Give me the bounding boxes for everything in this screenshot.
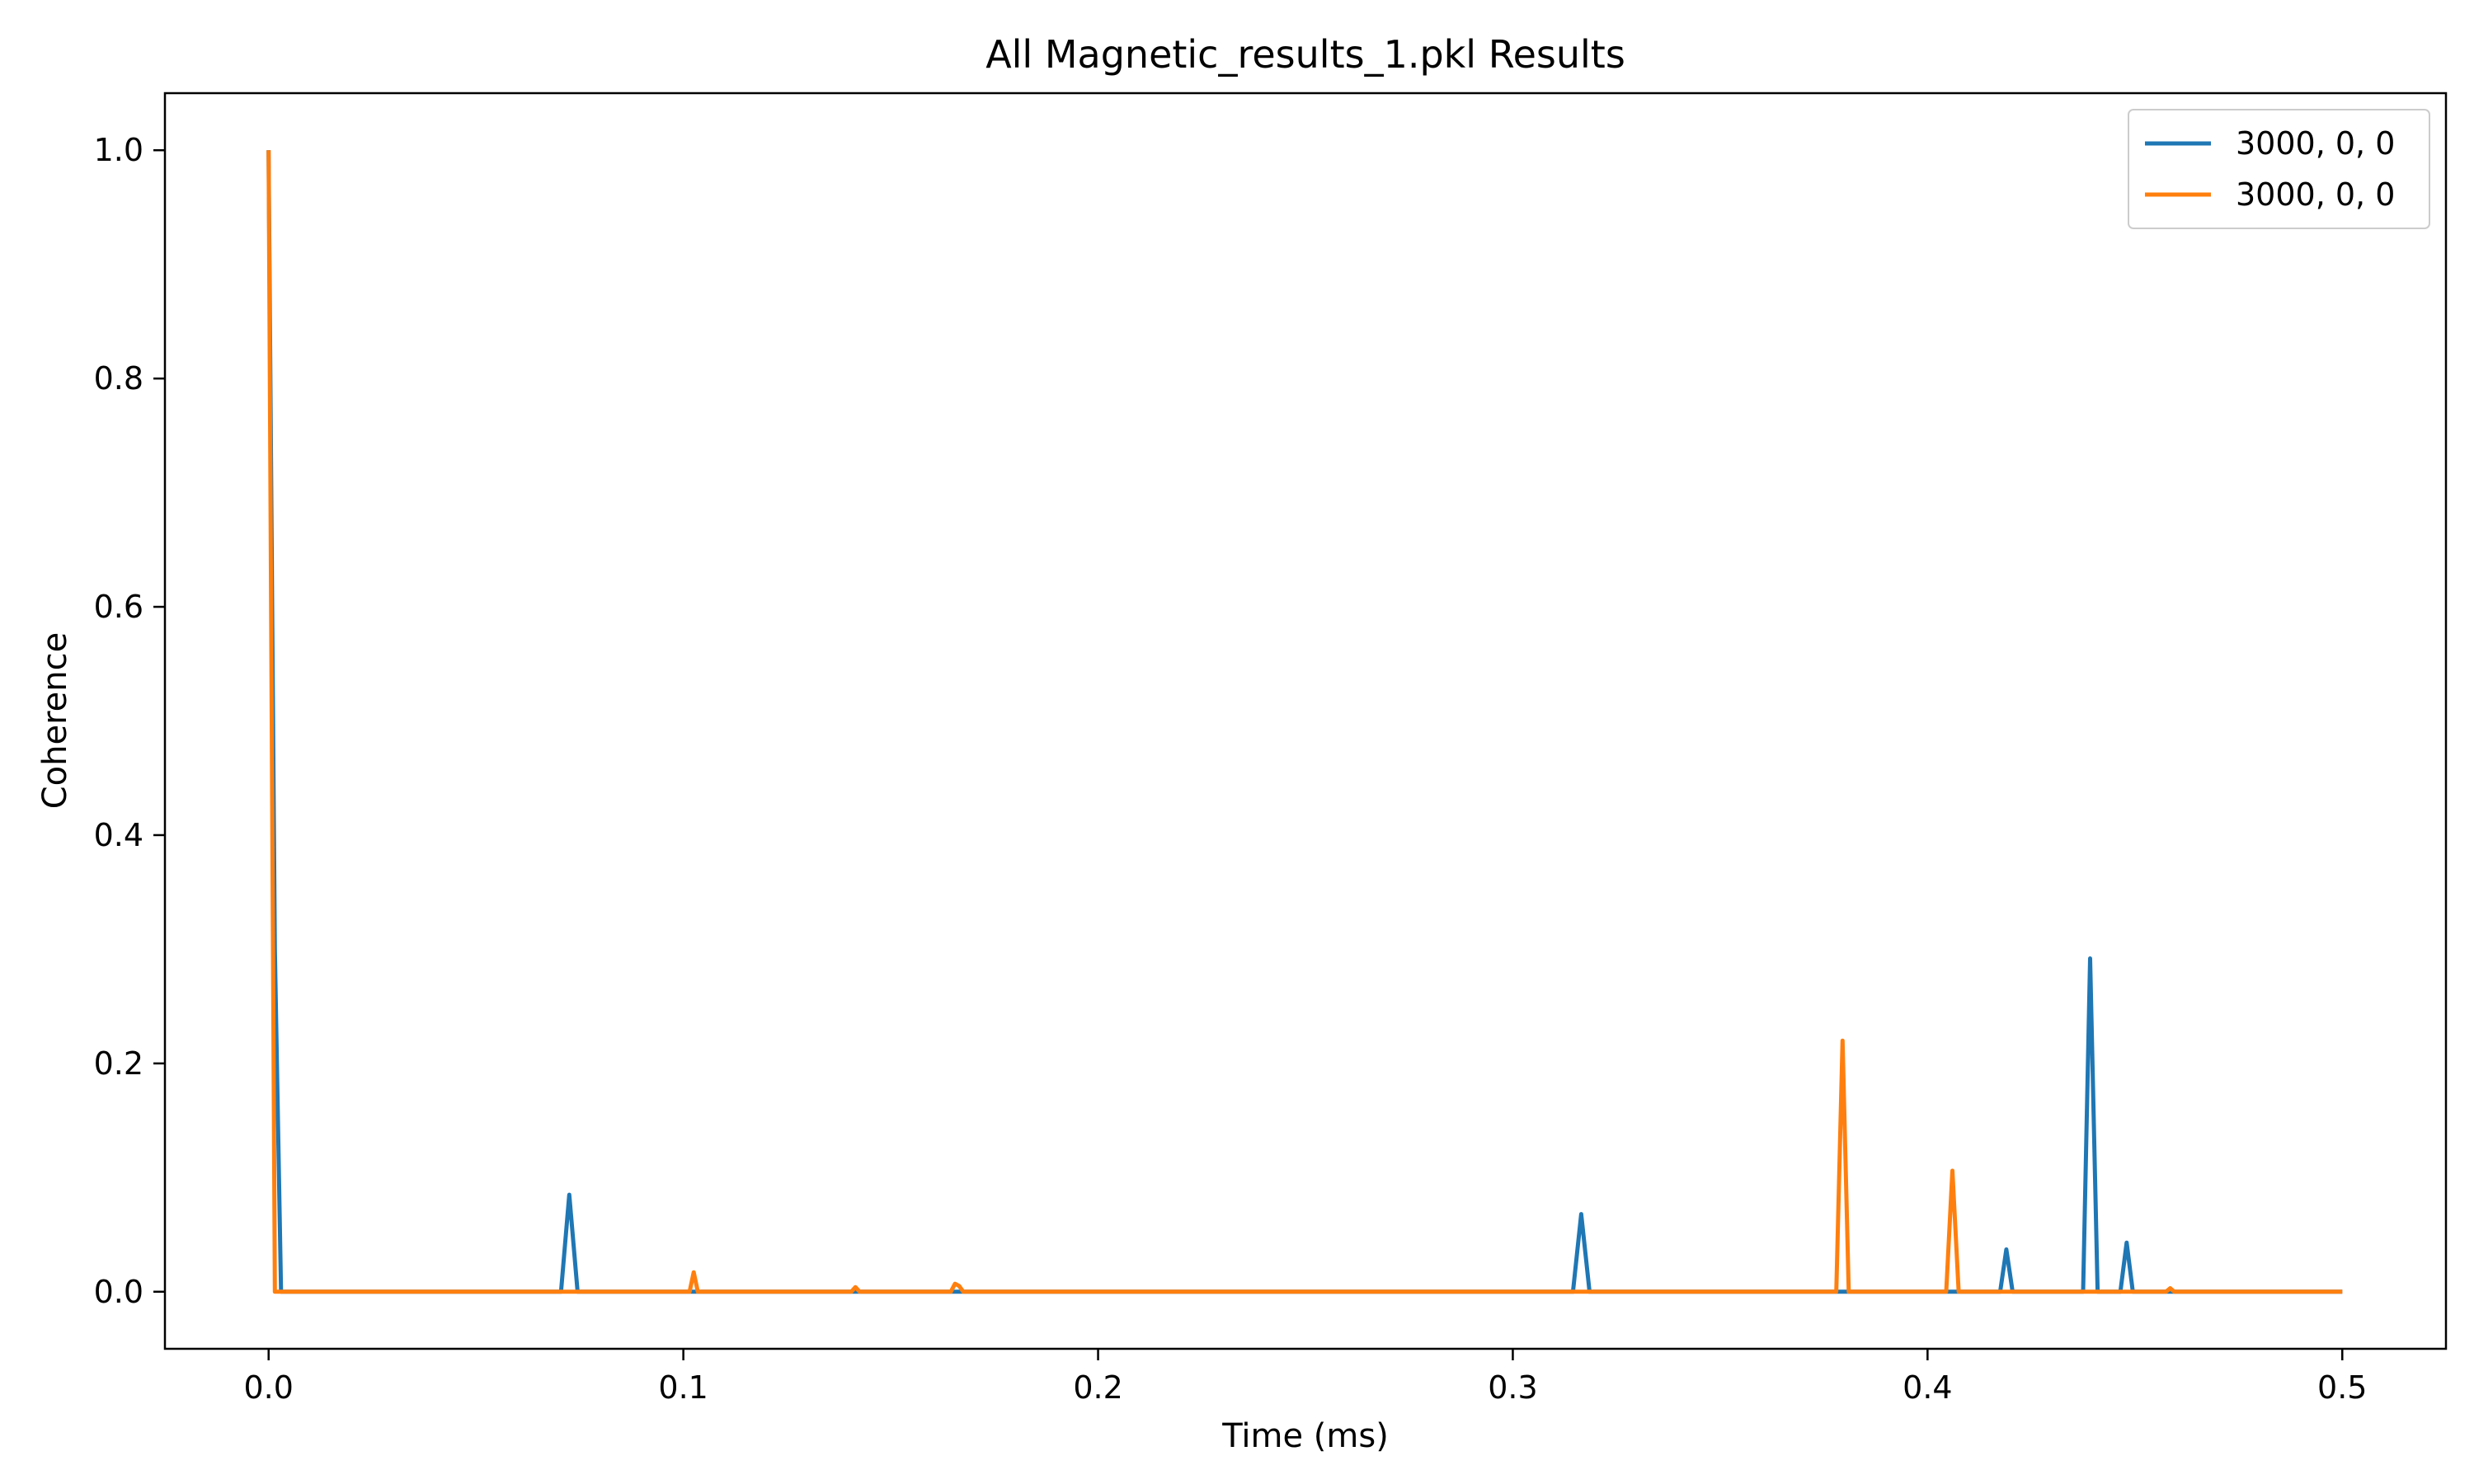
axes-frame: [163, 92, 2448, 1350]
x-axis-label: Time (ms): [1221, 1417, 1389, 1455]
plot-area: [266, 150, 2343, 1294]
x-tick-label: 0.2: [1073, 1369, 1122, 1406]
y-tick-label: 0.8: [94, 360, 143, 397]
y-tick-label: 1.0: [94, 132, 143, 168]
y-tick-label: 0.6: [94, 589, 143, 625]
legend-label-1: 3000, 0, 0: [2236, 125, 2395, 162]
y-tick-label: 0.0: [94, 1274, 143, 1310]
series-line-2: [266, 150, 2343, 1294]
y-tick-label: 0.4: [94, 817, 143, 853]
legend-label-2: 3000, 0, 0: [2236, 176, 2395, 213]
x-tick-label: 0.0: [244, 1369, 294, 1406]
x-tick-label: 0.1: [658, 1369, 708, 1406]
legend: 3000, 0, 0 3000, 0, 0: [2128, 109, 2430, 229]
x-tick-label: 0.4: [1903, 1369, 1952, 1406]
y-axis-ticks: 0.0 0.2 0.4 0.6 0.8 1.0: [94, 132, 165, 1310]
y-axis-label: Coherence: [36, 632, 74, 810]
y-tick-label: 0.2: [94, 1045, 143, 1082]
x-axis-ticks: 0.0 0.1 0.2 0.3 0.4 0.5: [244, 1349, 2367, 1406]
legend-box: [2128, 109, 2430, 229]
x-tick-label: 0.3: [1488, 1369, 1537, 1406]
chart-title: All Magnetic_results_1.pkl Results: [985, 32, 1625, 77]
x-tick-label: 0.5: [2317, 1369, 2367, 1406]
